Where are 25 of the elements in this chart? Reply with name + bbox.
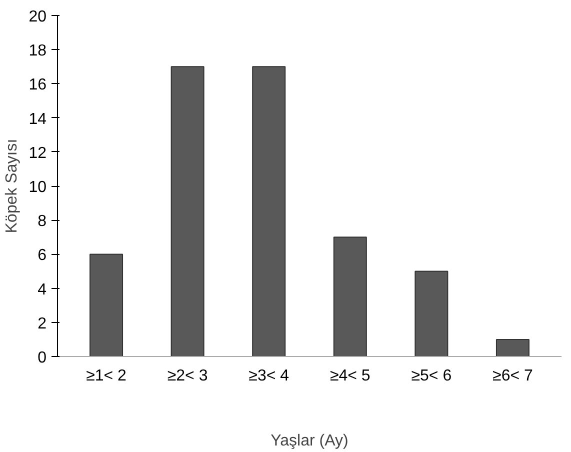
bar	[333, 236, 367, 356]
y-axis-title: Köpek Sayısı	[4, 138, 21, 234]
y-tick-label: 14	[28, 110, 47, 128]
x-tick-label: ≥6< 7	[492, 368, 534, 384]
y-tick-label: 12	[28, 144, 47, 162]
x-axis-title: Yaşlar (Ay)	[270, 432, 348, 450]
y-tick-label: 20	[28, 8, 47, 26]
bar	[170, 66, 204, 356]
x-tick-label: ≥2< 3	[167, 368, 208, 384]
x-tick-label: ≥1< 2	[86, 368, 127, 384]
x-tick-label: ≥3< 4	[248, 368, 290, 384]
x-tick-label: ≥5< 6	[411, 368, 452, 384]
y-tick-label: 16	[28, 76, 47, 94]
y-tick-label: 8	[38, 213, 47, 230]
y-tick-label: 10	[28, 179, 47, 196]
bar	[90, 254, 124, 356]
y-tick-label: 18	[28, 42, 47, 60]
y-tick-label: 6	[38, 247, 47, 264]
y-tick-label: 0	[38, 350, 47, 366]
y-tick-label: 4	[38, 281, 47, 298]
x-tick-label: ≥4< 5	[330, 368, 370, 384]
bar	[414, 270, 448, 356]
bar	[496, 338, 530, 356]
bar	[252, 66, 286, 356]
y-tick-label: 2	[38, 315, 47, 332]
